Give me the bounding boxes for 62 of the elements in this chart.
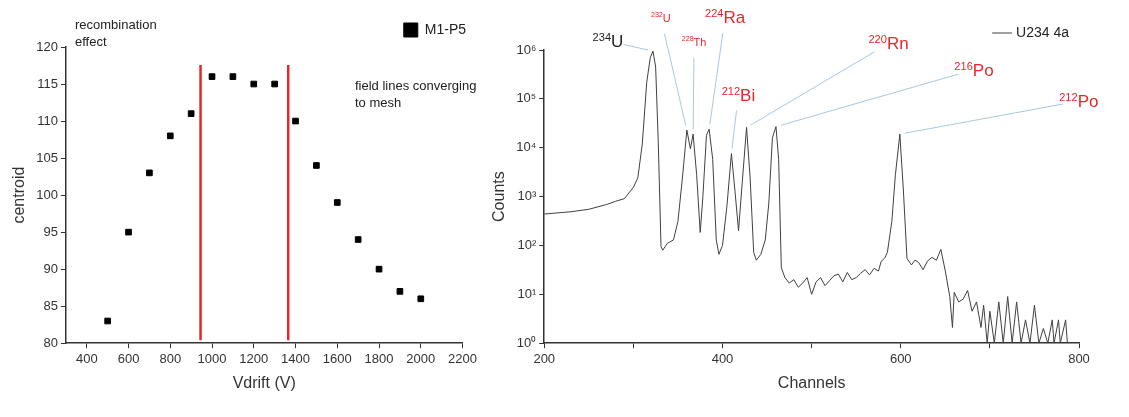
point: [146, 169, 153, 177]
annotation: $^{232}$U: [650, 11, 671, 24]
legend-label: M1-P5: [424, 20, 467, 37]
annotation: $^{216}$Po: [954, 59, 994, 80]
y-tick-label: 90: [43, 260, 58, 276]
annotation: $^{220}$Rn: [868, 33, 909, 54]
y-tick-label: 95: [43, 223, 58, 239]
point: [375, 265, 383, 273]
x-tick-label: 2000: [406, 350, 436, 366]
point: [125, 228, 132, 236]
x-tick-label: 400: [711, 350, 734, 366]
y-tick-label: 10⁵: [516, 90, 537, 106]
x-tick-label: 600: [889, 350, 912, 366]
point: [229, 73, 237, 80]
x-tick-label: 1800: [364, 350, 394, 366]
y-tick-label: 10⁰: [516, 334, 537, 350]
point: [250, 80, 258, 88]
annotation: $^{224}$Ra: [705, 6, 746, 28]
y-tick-label: 80: [43, 334, 58, 350]
y-tick-label: 115: [37, 75, 58, 91]
x-tick-label: 400: [75, 350, 98, 366]
y-tick-label: 120: [36, 38, 58, 54]
y-tick-label: 85: [43, 297, 58, 313]
x-tick-label: 800: [1068, 350, 1090, 366]
point: [333, 199, 341, 206]
annotation: $^{212}$Bi: [721, 84, 756, 105]
x-axis-title: Channels: [777, 373, 846, 391]
x-tick-label: 1200: [239, 350, 269, 366]
x-tick-label: 1000: [197, 350, 227, 366]
annotation: field lines converging to mesh: [355, 77, 478, 111]
point: [271, 80, 278, 88]
y-tick-label: 110: [37, 112, 58, 128]
y-axis-title: centroid: [10, 166, 28, 224]
point: [208, 73, 216, 80]
y-tick-label: 10¹: [517, 285, 537, 301]
x-tick-label: 2200: [448, 350, 477, 366]
point: [396, 288, 404, 295]
x-tick-label: 800: [159, 350, 182, 366]
legend-label: U234 4a: [1016, 23, 1070, 40]
x-tick-label: 600: [117, 350, 140, 366]
y-tick-label: 10³: [517, 188, 537, 204]
x-tick-label: 1400: [281, 350, 310, 366]
y-tick-label: 100: [36, 186, 58, 202]
annotation: $^{212}$Po: [1059, 90, 1099, 112]
x-tick-label: 200: [533, 350, 556, 366]
y-tick-label: 10⁴: [516, 139, 537, 155]
point: [166, 132, 174, 140]
annotation: $^{234}$U: [592, 30, 624, 52]
point: [104, 317, 111, 325]
x-axis-title: Vdrift (V): [232, 373, 296, 391]
y-tick-label: 105: [36, 149, 58, 165]
x-tick-label: 1600: [322, 350, 352, 366]
annotation: recombination effect: [75, 16, 158, 50]
y-axis-title: Counts: [490, 171, 508, 222]
point: [292, 117, 299, 125]
y-tick-label: 10⁶: [516, 41, 537, 57]
annotation: $^{228}$Th: [681, 35, 707, 48]
y-tick-label: 10²: [517, 237, 537, 253]
point: [354, 236, 362, 243]
point: [417, 295, 425, 303]
point: [313, 162, 320, 169]
point: [187, 110, 195, 117]
